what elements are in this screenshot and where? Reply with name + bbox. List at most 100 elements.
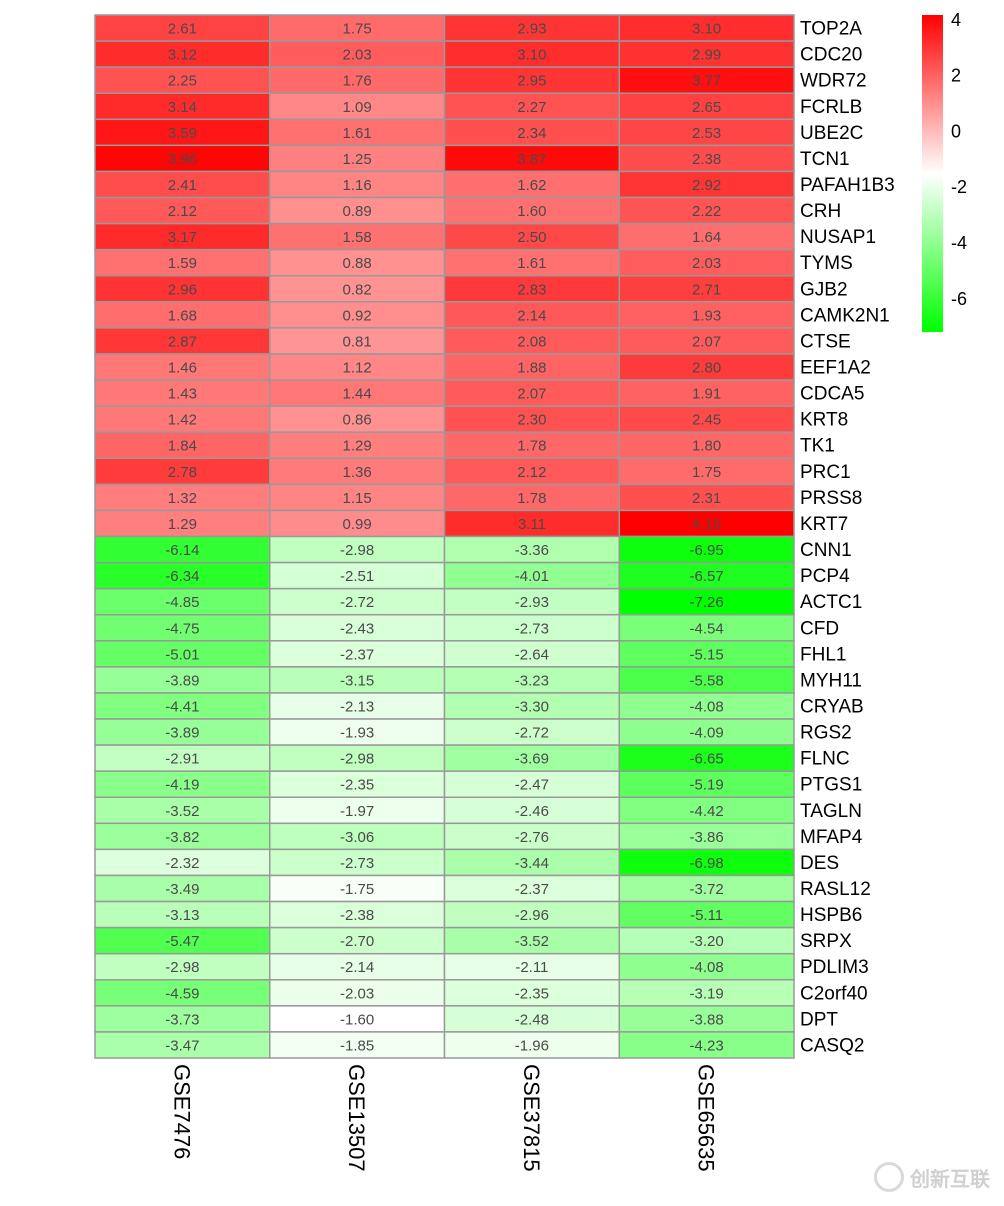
- heatmap-cell: [94, 640, 271, 668]
- cell-value-label: -2.38: [340, 907, 374, 924]
- cell-value-label: -4.85: [165, 594, 199, 611]
- heatmap-cell: [94, 457, 271, 486]
- cell-value-label: -3.52: [515, 933, 549, 950]
- heatmap-cell: [618, 353, 795, 381]
- heatmap-cell: [618, 1031, 795, 1059]
- heatmap-cell: [94, 327, 271, 355]
- row-label: CFD: [800, 618, 839, 639]
- heatmap-cell: [443, 353, 620, 381]
- cell-value-label: -4.75: [165, 620, 199, 637]
- cell-value-label: -3.30: [515, 698, 549, 715]
- cell-value-label: 1.61: [343, 125, 372, 142]
- cell-value-label: -3.73: [165, 1011, 199, 1028]
- cell-value-label: 3.77: [692, 73, 721, 90]
- cell-value-label: 1.62: [517, 177, 546, 194]
- cell-value-label: 4.10: [692, 516, 721, 533]
- row-label: MFAP4: [800, 827, 863, 848]
- heatmap-cell: [94, 405, 271, 433]
- cell-value-label: 2.03: [343, 47, 372, 64]
- heatmap-cell: [443, 640, 620, 668]
- heatmap-cell: [269, 144, 446, 173]
- cell-value-label: -4.54: [690, 620, 724, 637]
- cell-value-label: -2.70: [340, 933, 374, 950]
- cell-value-label: -2.03: [340, 985, 374, 1002]
- cell-value-label: -3.49: [165, 881, 199, 898]
- row-label: C2orf40: [800, 983, 868, 1004]
- cell-value-label: -2.91: [165, 751, 199, 768]
- cell-value-label: -4.23: [690, 1037, 724, 1054]
- cell-value-label: -3.88: [690, 1011, 724, 1028]
- heatmap-cell: [618, 301, 795, 329]
- heatmap-cell: [443, 170, 620, 199]
- row-label: FHL1: [800, 644, 846, 665]
- cell-value-label: -2.73: [515, 620, 549, 637]
- cell-value-label: -2.37: [515, 881, 549, 898]
- heatmap-cell: [94, 692, 271, 720]
- cell-value-label: 2.99: [692, 47, 721, 64]
- heatmap-cell: [94, 561, 271, 590]
- heatmap-cell: [443, 796, 620, 825]
- cell-value-label: 0.82: [343, 281, 372, 298]
- heatmap-cell: [269, 40, 446, 68]
- heatmap-cell: [618, 796, 795, 825]
- cell-value-label: -3.82: [165, 829, 199, 846]
- heatmap-cell: [269, 718, 446, 746]
- cell-value-label: 0.99: [343, 516, 372, 533]
- heatmap-cell: [269, 275, 446, 303]
- heatmap-cell: [618, 327, 795, 355]
- cell-value-label: -5.47: [165, 933, 199, 950]
- heatmap-cell: [269, 666, 446, 694]
- heatmap-cell: [618, 431, 795, 460]
- cell-value-label: 1.60: [517, 203, 546, 220]
- row-label: DES: [800, 853, 839, 874]
- heatmap-cell: [618, 92, 795, 121]
- heatmap-cell: [94, 1031, 271, 1059]
- cell-value-label: -7.26: [690, 594, 724, 611]
- row-label: TK1: [800, 436, 835, 457]
- cell-value-label: -2.72: [515, 725, 549, 742]
- legend-tick-label: -4: [951, 233, 967, 253]
- cell-value-label: -3.89: [165, 672, 199, 689]
- row-label: EEF1A2: [800, 358, 871, 379]
- cell-value-label: 2.08: [517, 333, 546, 350]
- cell-value-label: -6.95: [690, 542, 724, 559]
- cell-value-label: 2.53: [692, 125, 721, 142]
- row-label: KRT8: [800, 410, 848, 431]
- heatmap-cell: [269, 822, 446, 851]
- cell-value-label: 2.30: [517, 412, 546, 429]
- heatmap-cell: [443, 1005, 620, 1033]
- cell-value-label: 2.07: [517, 386, 546, 403]
- cell-value-label: 0.89: [343, 203, 372, 220]
- heatmap-cell: [618, 666, 795, 694]
- heatmap-cell: [94, 196, 271, 225]
- row-label: CRYAB: [800, 696, 864, 717]
- cell-value-label: -3.20: [690, 933, 724, 950]
- heatmap-cell: [618, 40, 795, 68]
- legend-tick-label: -2: [951, 177, 967, 197]
- row-label: PRC1: [800, 462, 851, 483]
- cell-value-label: -2.72: [340, 594, 374, 611]
- heatmap-cell: [618, 405, 795, 433]
- cell-value-label: -5.58: [690, 672, 724, 689]
- cell-value-label: 2.71: [692, 281, 721, 298]
- cell-value-label: 1.29: [343, 438, 372, 455]
- cell-value-label: -4.59: [165, 985, 199, 1002]
- cell-value-label: 1.76: [343, 73, 372, 90]
- cell-value-label: -6.34: [165, 568, 199, 585]
- cell-value-label: 1.68: [168, 307, 197, 324]
- cell-value-label: 1.29: [168, 516, 197, 533]
- heatmap-cell: [269, 327, 446, 355]
- cell-value-label: 2.93: [517, 21, 546, 38]
- cell-value-label: -6.14: [165, 542, 199, 559]
- heatmap-cell: [618, 509, 795, 538]
- cell-value-label: -2.98: [340, 751, 374, 768]
- heatmap-cell: [443, 483, 620, 512]
- cell-value-label: 3.10: [692, 21, 721, 38]
- heatmap-cell: [618, 222, 795, 251]
- heatmap-cell: [269, 66, 446, 94]
- row-label: CASQ2: [800, 1035, 864, 1056]
- cell-value-label: -5.11: [690, 907, 723, 924]
- heatmap-cell: [269, 535, 446, 564]
- cell-value-label: 2.50: [517, 229, 546, 246]
- cell-value-label: 1.42: [168, 412, 197, 429]
